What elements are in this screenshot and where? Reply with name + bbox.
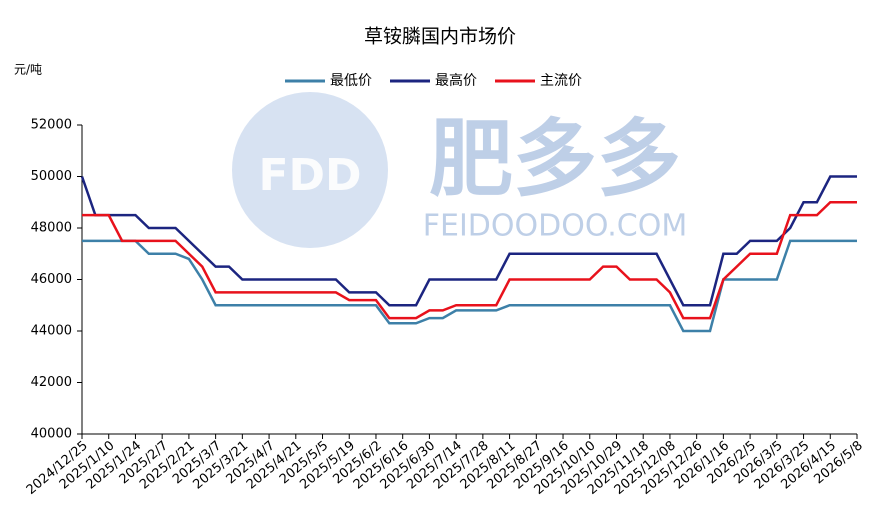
series-line [80,175,857,307]
watermark: FDD 肥多多 FEIDOODOO.COM [232,92,687,248]
watermark-logo: FDD [258,150,361,201]
series-line [82,201,857,320]
y-tick-label: 52000 [31,118,72,133]
legend-label: 主流价 [540,73,582,89]
y-tick-label: 48000 [31,221,72,236]
legend-label: 最低价 [330,73,372,89]
y-tick-label: 50000 [31,169,72,184]
y-unit: 元/吨 [14,63,42,77]
chart-title: 草铵膦国内市场价 [364,26,516,48]
series-line [82,239,857,333]
watermark-name: 肥多多 [429,110,681,208]
y-tick-label: 46000 [31,272,72,287]
legend-label: 最高价 [435,72,477,89]
y-tick-label: 44000 [31,324,72,339]
y-tick-label: 40000 [31,427,72,442]
watermark-logo-bg [232,92,388,248]
y-tick-label: 42000 [31,375,72,390]
watermark-url: FEIDOODOO.COM [423,209,687,244]
